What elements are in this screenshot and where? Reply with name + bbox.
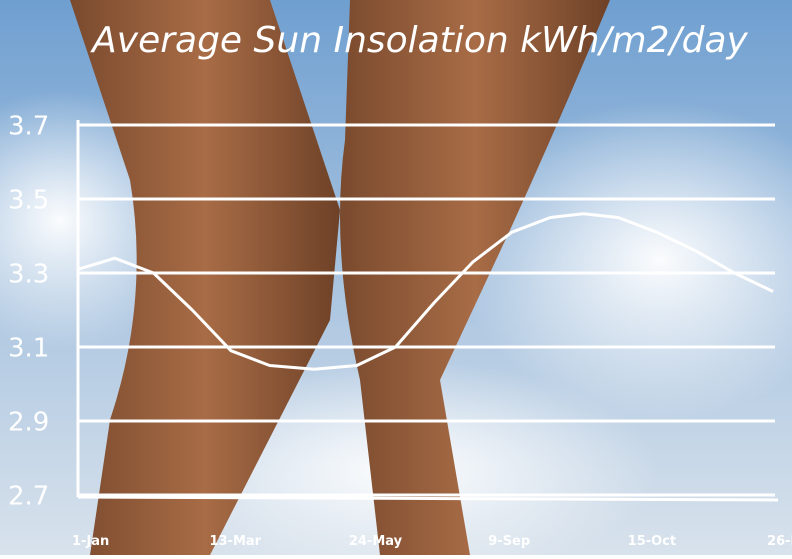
y-tick-label: 3.3 bbox=[8, 260, 49, 290]
x-tick-label: 1-Jan bbox=[72, 534, 109, 549]
x-tick-label: 15-Oct bbox=[628, 534, 676, 549]
chart: Average Sun Insolation kWh/m2/day 2.7 2.9… bbox=[0, 0, 792, 555]
y-tick-label: 3.5 bbox=[8, 186, 49, 216]
y-tick-label: 3.7 bbox=[8, 112, 49, 142]
x-tick-label: 26-Dec bbox=[767, 534, 792, 549]
x-tick-label: 9-Sep bbox=[488, 534, 530, 549]
chart-title: Average Sun Insolation kWh/m2/day bbox=[90, 20, 748, 61]
y-tick-label: 2.7 bbox=[8, 482, 49, 512]
x-tick-label: 24-May bbox=[349, 534, 403, 549]
y-tick-label: 2.9 bbox=[8, 408, 49, 438]
y-tick-label: 3.1 bbox=[8, 334, 49, 364]
x-tick-label: 13-Mar bbox=[209, 534, 261, 549]
